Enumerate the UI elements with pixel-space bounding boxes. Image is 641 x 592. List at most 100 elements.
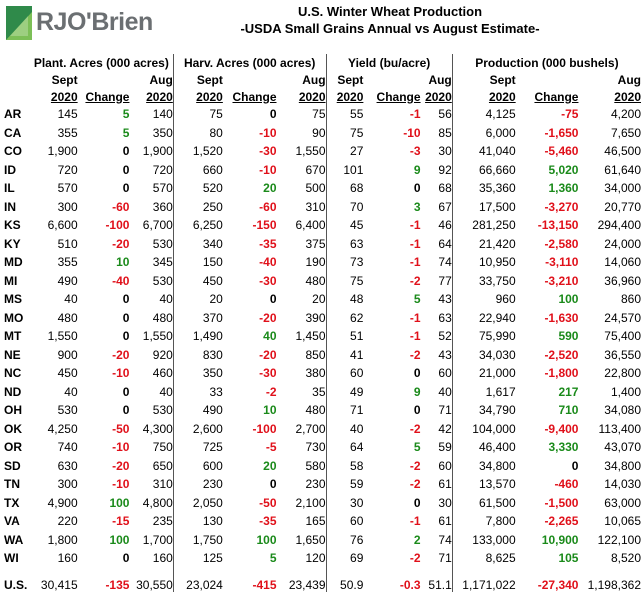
production-change-cell: -27,340 — [537, 577, 579, 592]
state-label: MD — [4, 255, 23, 270]
production-aug-cell: 34,080 — [604, 403, 641, 418]
yield-aug-cell: 42 — [438, 421, 452, 436]
planted-acres-sept-cell: 300 — [57, 199, 78, 214]
table-row: MO 480 0 480 370 -20 390 62 -1 63 22,940 -1,630 24,5… — [4, 308, 641, 327]
planted-acres-aug-cell: 1,900 — [142, 144, 173, 159]
harvested-acres-sept-cell: 350 — [172, 364, 223, 383]
yield-change-cell: -2 — [409, 551, 421, 566]
harvested-acres-aug-cell: 580 — [305, 458, 326, 473]
yield-aug-cell: 71 — [438, 403, 452, 418]
yield-sept-cell: 60 — [325, 364, 364, 383]
state-label: MO — [4, 310, 24, 325]
state-label: KY — [4, 236, 21, 251]
yield-change-cell: 0 — [413, 181, 421, 196]
state-label: MT — [4, 329, 22, 344]
col-sept: Sept — [51, 72, 78, 87]
harvested-acres-sept-cell: 6,250 — [172, 216, 223, 235]
yield-change-cell: 2 — [413, 532, 421, 547]
table-row: VA 220 -15 235 130 -35 165 60 -1 61 7,800 -2,265 10,… — [4, 512, 641, 531]
harvested-acres-aug-cell: 165 — [305, 514, 326, 529]
yield-sept-cell: 27 — [325, 142, 364, 161]
production-change-cell: -2,580 — [544, 236, 579, 251]
production-sept-cell: 33,750 — [451, 271, 516, 290]
harvested-acres-aug-cell: 1,450 — [295, 329, 326, 344]
state-label: CA — [4, 125, 22, 140]
harvested-acres-change-cell: 0 — [269, 477, 277, 492]
harvested-acres-sept-cell: 75 — [172, 105, 223, 124]
planted-acres-sept-cell: 40 — [64, 292, 78, 307]
group-harvested-acres: Harv. Acres (000 acres) — [172, 54, 327, 71]
planted-acres-sept-cell: 30,415 — [40, 577, 78, 592]
production-aug-cell: 14,030 — [604, 477, 641, 492]
production-sept-cell: 6,000 — [451, 123, 516, 142]
planted-acres-change-cell: 0 — [122, 329, 130, 344]
harvested-acres-change-cell: -30 — [259, 366, 277, 381]
state-label: U.S. — [4, 577, 28, 592]
col-aug: Aug — [428, 72, 452, 87]
planted-acres-sept-cell: 40 — [64, 384, 78, 399]
table-row: OR 740 -10 750 725 -5 730 64 5 59 46,400 3,330 43,07… — [4, 438, 641, 457]
state-label: IL — [4, 181, 15, 196]
yield-sept-cell: 64 — [325, 438, 364, 457]
harvested-acres-change-cell: -30 — [259, 273, 277, 288]
production-sept-cell: 133,000 — [451, 530, 516, 549]
harvested-acres-sept-cell: 250 — [172, 197, 223, 216]
yield-sept-cell: 69 — [325, 549, 364, 568]
state-label: MS — [4, 292, 22, 307]
yield-change-cell: -1 — [409, 218, 421, 233]
table-row: MS 40 0 40 20 0 20 48 5 43 960 100 860 — [4, 290, 641, 309]
col-year: 2020 — [614, 89, 641, 104]
col-year: 2020 — [50, 89, 78, 104]
yield-sept-cell: 30 — [325, 493, 364, 512]
production-sept-cell: 41,040 — [451, 142, 516, 161]
harvested-acres-change-cell: -2 — [265, 384, 277, 399]
harvested-acres-aug-cell: 35 — [312, 384, 326, 399]
yield-change-cell: -3 — [409, 144, 421, 159]
table-row: NC 450 -10 460 350 -30 380 60 0 60 21,000 -1,800 22,… — [4, 364, 641, 383]
harvested-acres-sept-cell: 370 — [172, 308, 223, 327]
harvested-acres-change-cell: -50 — [259, 495, 277, 510]
planted-acres-change-cell: -10 — [112, 440, 130, 455]
production-aug-cell: 24,000 — [604, 236, 641, 251]
yield-change-cell: 0 — [413, 366, 421, 381]
page-subtitle: -USDA Small Grains Annual vs August Esti… — [240, 21, 540, 36]
production-change-cell: -3,210 — [544, 273, 579, 288]
yield-sept-cell: 70 — [325, 197, 364, 216]
production-aug-cell: 4,200 — [610, 107, 641, 122]
yield-aug-cell: 52 — [438, 329, 452, 344]
harvested-acres-sept-cell: 520 — [172, 179, 223, 198]
production-aug-cell: 36,960 — [604, 273, 641, 288]
planted-acres-sept-cell: 220 — [57, 514, 78, 529]
col-aug: Aug — [149, 72, 173, 87]
yield-change-cell: -2 — [409, 458, 421, 473]
yield-change-cell: -1 — [409, 107, 421, 122]
production-aug-cell: 1,400 — [610, 384, 641, 399]
planted-acres-aug-cell: 530 — [152, 236, 173, 251]
yield-sept-cell: 63 — [325, 234, 364, 253]
planted-acres-sept-cell: 300 — [57, 477, 78, 492]
production-aug-cell: 14,060 — [604, 255, 641, 270]
table-body: AR 145 5 140 75 0 75 55 -1 56 4,125 -75 4,200 CA 355 5 3… — [4, 105, 641, 592]
harvested-acres-change-cell: -5 — [265, 440, 277, 455]
harvested-acres-sept-cell: 2,050 — [172, 493, 223, 512]
planted-acres-aug-cell: 40 — [159, 292, 173, 307]
yield-sept-cell: 45 — [325, 216, 364, 235]
planted-acres-sept-cell: 480 — [57, 310, 78, 325]
production-aug-cell: 75,400 — [604, 329, 641, 344]
yield-sept-cell: 60 — [325, 512, 364, 531]
production-aug-cell: 10,065 — [604, 514, 641, 529]
yield-change-cell: -2 — [409, 273, 421, 288]
logo-text: RJO'Brien — [36, 8, 153, 36]
harvested-acres-change-cell: -30 — [259, 144, 277, 159]
group-production: Production (000 bushels) — [451, 54, 641, 71]
state-label: VA — [4, 514, 20, 529]
rjobrien-logo: RJO'Brien — [6, 6, 156, 42]
planted-acres-sept-cell: 630 — [57, 458, 78, 473]
planted-acres-change-cell: 5 — [122, 125, 130, 140]
production-change-cell: -75 — [561, 107, 579, 122]
planted-acres-aug-cell: 530 — [152, 403, 173, 418]
planted-acres-aug-cell: 30,550 — [136, 577, 173, 592]
harvested-acres-sept-cell: 230 — [172, 475, 223, 494]
production-sept-cell: 21,000 — [451, 364, 516, 383]
harvested-acres-sept-cell: 23,024 — [172, 567, 223, 592]
